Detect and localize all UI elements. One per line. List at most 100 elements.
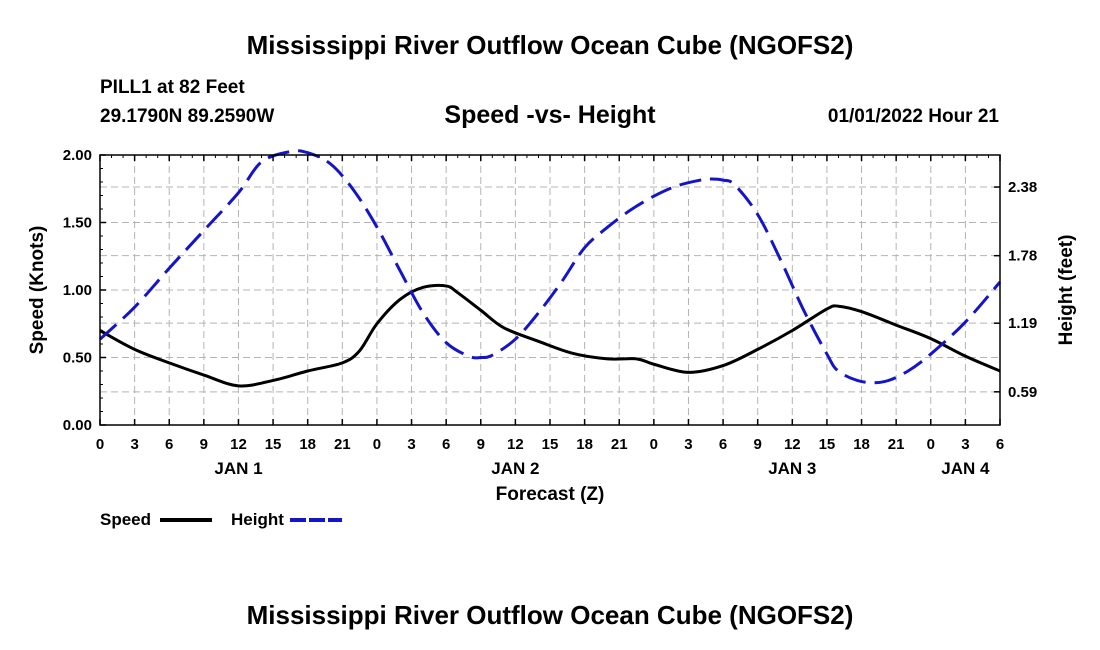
data-point-height	[260, 160, 263, 163]
x-tick-label: 9	[477, 436, 485, 453]
day-label: JAN 1	[214, 459, 262, 478]
data-point-height	[289, 150, 292, 153]
data-point-height	[860, 380, 863, 383]
y-axis-title-left: Speed (Knots)	[27, 226, 48, 355]
x-tick-label: 15	[265, 436, 282, 453]
data-point-height	[514, 338, 517, 341]
data-point-speed	[479, 309, 482, 312]
x-tick-label: 12	[230, 436, 247, 453]
data-point-speed	[306, 370, 309, 373]
x-tick-label: 0	[96, 436, 104, 453]
y-tick-label: 0.50	[63, 350, 92, 367]
data-point-height	[168, 267, 171, 270]
data-point-height	[629, 208, 632, 211]
legend-label-speed: Speed	[100, 510, 151, 529]
x-tick-label: 18	[576, 436, 593, 453]
data-point-height	[779, 259, 782, 262]
data-point-height	[837, 370, 840, 373]
x-tick-label: 12	[784, 436, 801, 453]
data-point-height	[375, 226, 378, 229]
data-point-height	[883, 380, 886, 383]
data-point-speed	[722, 364, 725, 367]
data-point-height	[652, 195, 655, 198]
x-tick-label: 21	[334, 436, 351, 453]
data-point-speed	[606, 357, 609, 360]
data-point-speed	[964, 355, 967, 358]
day-label: JAN 3	[768, 459, 816, 478]
data-point-height	[906, 370, 909, 373]
y2-tick-label: 1.78	[1008, 248, 1037, 265]
data-point-speed	[791, 329, 794, 332]
x-tick-label: 3	[407, 436, 415, 453]
data-point-height	[537, 311, 540, 314]
x-tick-label: 3	[684, 436, 692, 453]
y-axis-title-right: Height (feet)	[1056, 235, 1077, 346]
data-point-speed	[445, 284, 448, 287]
data-point-height	[468, 355, 471, 358]
series-line-speed	[99, 283, 1001, 388]
x-tick-label: 3	[130, 436, 138, 453]
data-point-height	[329, 163, 332, 166]
data-point-speed	[168, 361, 171, 364]
x-tick-label: 0	[650, 436, 658, 453]
data-point-speed	[825, 307, 828, 310]
x-tick-label: 21	[611, 436, 628, 453]
tick-marks: 0 3 6 9 12 15 18 21 0 3 6 9 12 15 18 21 0 3 6 9 12 15 18 21 0 3 6J…	[63, 147, 1037, 478]
data-point-speed	[687, 371, 690, 374]
forecast-datetime: 01/01/2022 Hour 21	[827, 106, 999, 127]
x-tick-label: 0	[927, 436, 935, 453]
data-point-speed	[272, 379, 275, 382]
data-point-speed	[572, 352, 575, 355]
station-coordinates: 29.1790N 89.2590W	[100, 106, 275, 127]
data-point-speed	[635, 357, 638, 360]
y-tick-label: 2.00	[63, 147, 92, 164]
y2-tick-label: 1.19	[1008, 315, 1037, 332]
data-point-speed	[375, 322, 378, 325]
x-tick-label: 6	[996, 436, 1004, 453]
y-tick-label: 1.00	[63, 282, 92, 299]
series-line-height	[98, 149, 1002, 385]
day-label: JAN 4	[941, 459, 990, 478]
y2-tick-label: 0.59	[1008, 384, 1037, 401]
data-point-height	[133, 306, 136, 309]
x-tick-label: 15	[819, 436, 836, 453]
y-tick-label: 0.00	[63, 417, 92, 434]
data-point-speed	[237, 384, 240, 387]
data-point-height	[756, 213, 759, 216]
data-point-height	[606, 226, 609, 229]
data-point-height	[560, 280, 563, 283]
data-point-speed	[456, 291, 459, 294]
x-tick-label: 0	[373, 436, 381, 453]
x-tick-label: 6	[719, 436, 727, 453]
data-point-height	[699, 179, 702, 182]
bottom-title: Mississippi River Outflow Ocean Cube (NG…	[246, 600, 854, 630]
chart-title: Speed -vs- Height	[444, 101, 656, 129]
x-axis-title: Forecast (Z)	[496, 484, 605, 505]
data-point-height	[445, 341, 448, 344]
x-tick-label: 9	[754, 436, 762, 453]
main-title: Mississippi River Outflow Ocean Cube (NG…	[246, 30, 854, 60]
data-point-speed	[358, 349, 361, 352]
data-point-height	[733, 183, 736, 186]
y-tick-label: 1.50	[63, 215, 92, 232]
data-point-speed	[502, 326, 505, 329]
legend-label-height: Height	[231, 510, 284, 529]
data-point-height	[583, 246, 586, 249]
data-point-height	[675, 184, 678, 187]
x-tick-label: 6	[165, 436, 173, 453]
data-point-height	[202, 229, 205, 232]
data-point-speed	[422, 286, 425, 289]
grid-lines	[100, 155, 1000, 425]
data-point-speed	[756, 348, 759, 351]
y2-tick-label: 2.38	[1008, 179, 1037, 196]
data-point-height	[825, 353, 828, 356]
data-point-height	[237, 191, 240, 194]
data-point-speed	[860, 310, 863, 313]
day-label: JAN 2	[491, 459, 539, 478]
data-point-speed	[399, 298, 402, 301]
series-layer	[98, 149, 1002, 388]
data-point-height	[710, 178, 713, 181]
x-tick-label: 3	[961, 436, 969, 453]
data-point-height	[929, 353, 932, 356]
data-point-speed	[895, 324, 898, 327]
